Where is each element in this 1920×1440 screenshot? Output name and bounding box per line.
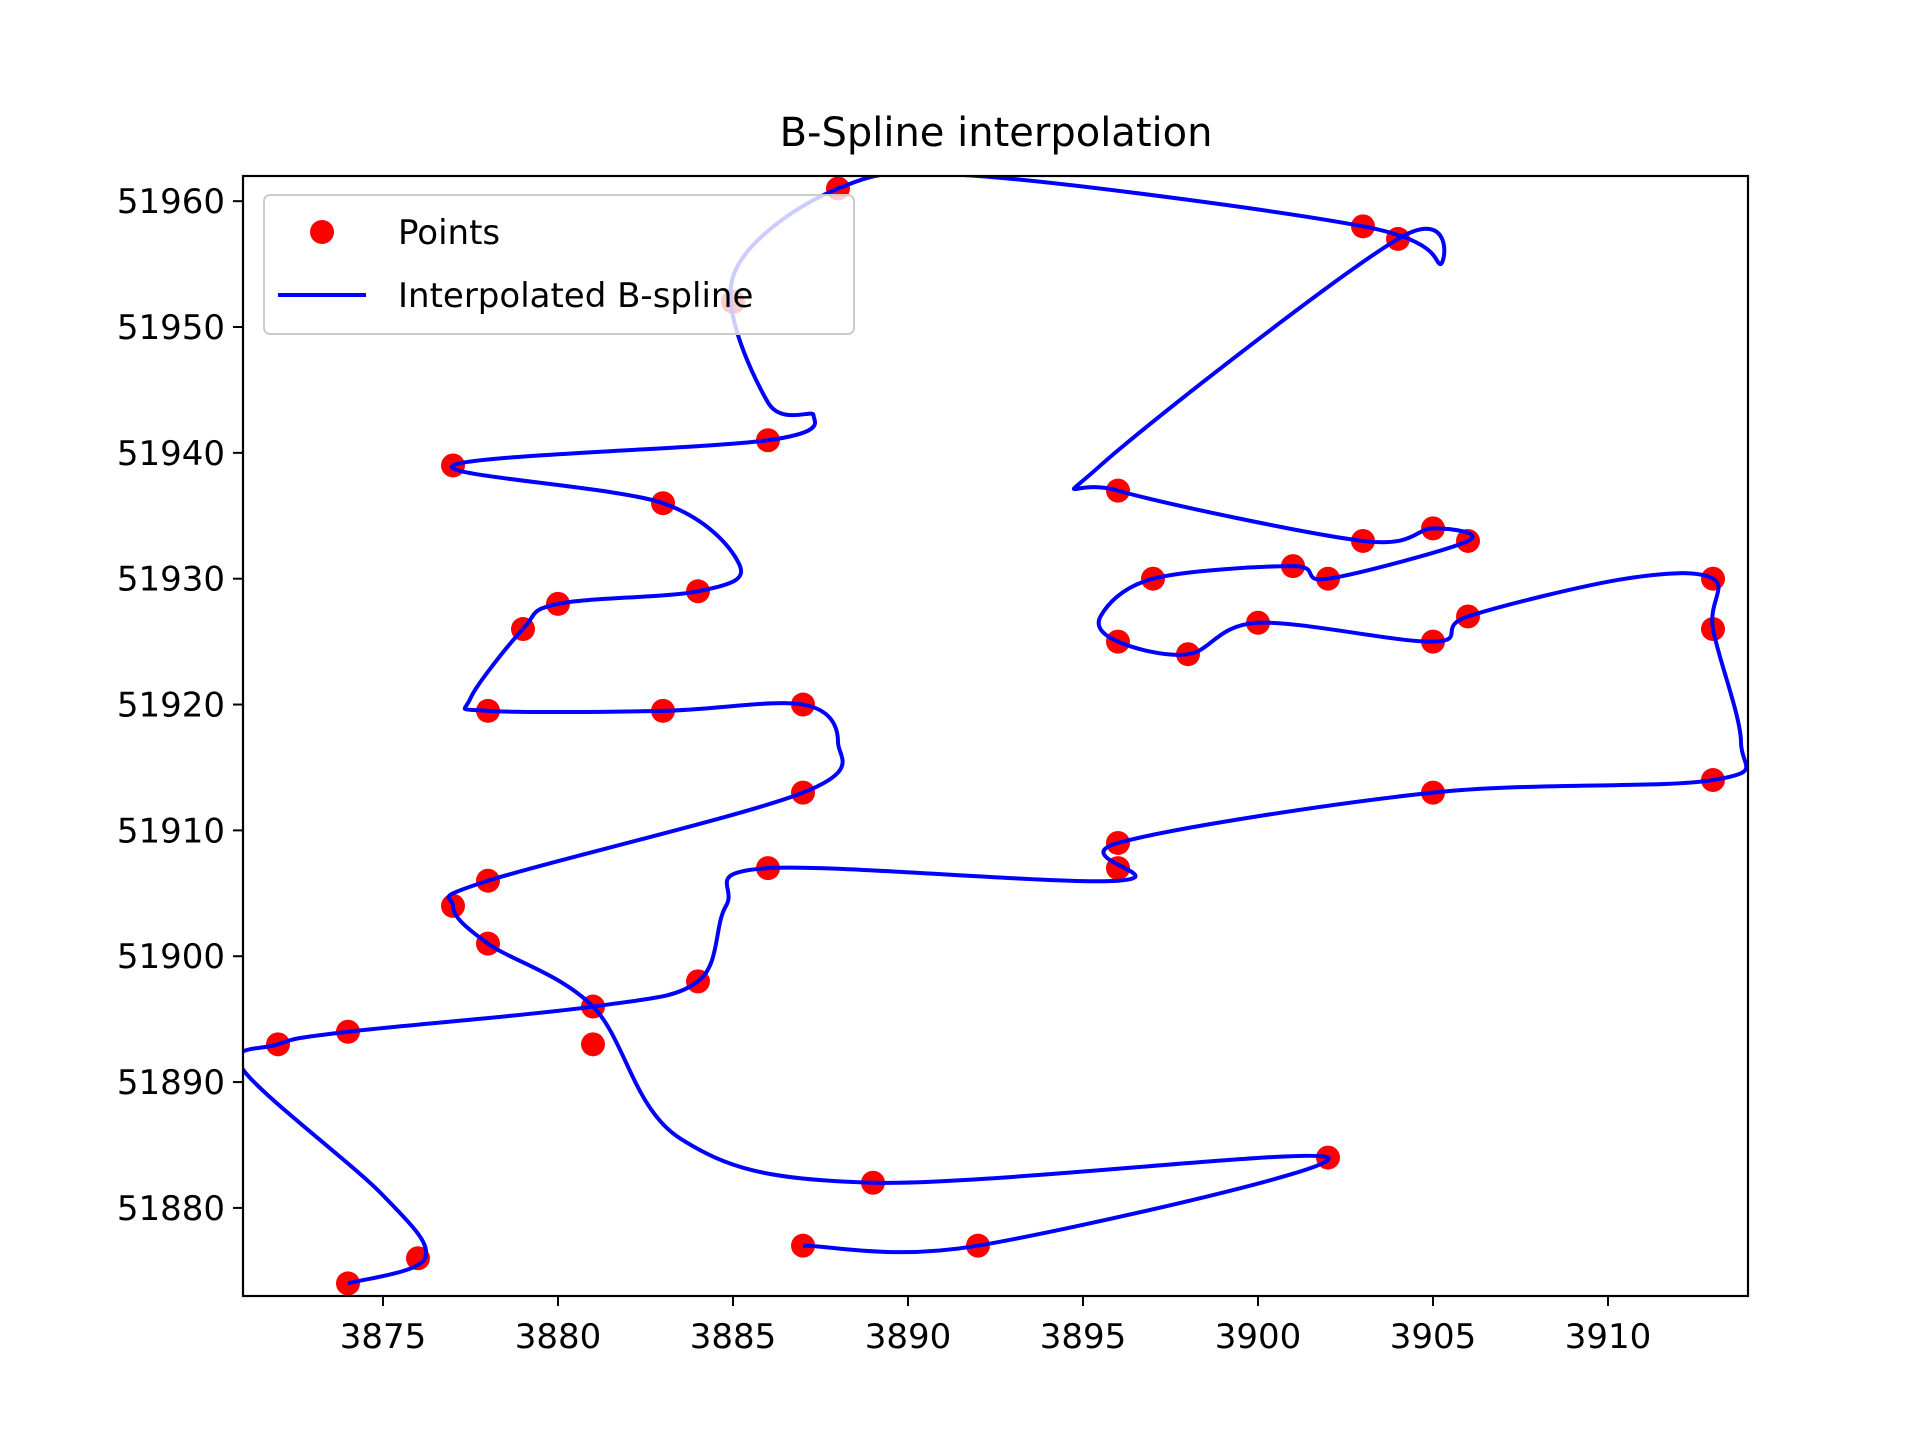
- x-tick-label: 3875: [340, 1317, 427, 1357]
- y-tick-label: 51960: [117, 182, 225, 222]
- legend-marker-points: [310, 220, 334, 244]
- x-tick-label: 3910: [1565, 1317, 1652, 1357]
- x-tick-label: 3895: [1040, 1317, 1127, 1357]
- x-tick-label: 3900: [1215, 1317, 1302, 1357]
- y-axis: 51880 51890 51900 51910 51920 51930 51940 51950…: [117, 182, 243, 1229]
- chart-title: B-Spline interpolation: [780, 110, 1213, 156]
- x-tick-label: 3905: [1390, 1317, 1477, 1357]
- plot-frame: [241, 174, 1750, 1298]
- plot-area: [243, 176, 1748, 1296]
- x-tick-label: 3890: [865, 1317, 952, 1357]
- legend-label-spline: Interpolated B-spline: [398, 276, 753, 316]
- y-tick-label: 51930: [117, 560, 225, 600]
- y-tick-label: 51880: [117, 1189, 225, 1229]
- y-tick-label: 51950: [117, 308, 225, 348]
- legend: Points Interpolated B-spline: [263, 194, 855, 335]
- data-point: [581, 1032, 605, 1057]
- y-tick-label: 51910: [117, 811, 225, 851]
- x-tick-label: 3885: [690, 1317, 777, 1357]
- spline-line: [243, 176, 1748, 1286]
- data-point: [406, 1246, 430, 1271]
- legend-frame: [263, 194, 855, 335]
- y-tick-label: 51900: [117, 937, 225, 977]
- legend-label-points: Points: [398, 213, 500, 253]
- x-axis: 3875 3880 3885 3890 3895 3900 3905 3910: [340, 1296, 1652, 1357]
- y-tick-label: 51940: [117, 434, 225, 474]
- x-tick-label: 3880: [515, 1317, 602, 1357]
- y-tick-label: 51890: [117, 1063, 225, 1103]
- y-tick-label: 51920: [117, 686, 225, 726]
